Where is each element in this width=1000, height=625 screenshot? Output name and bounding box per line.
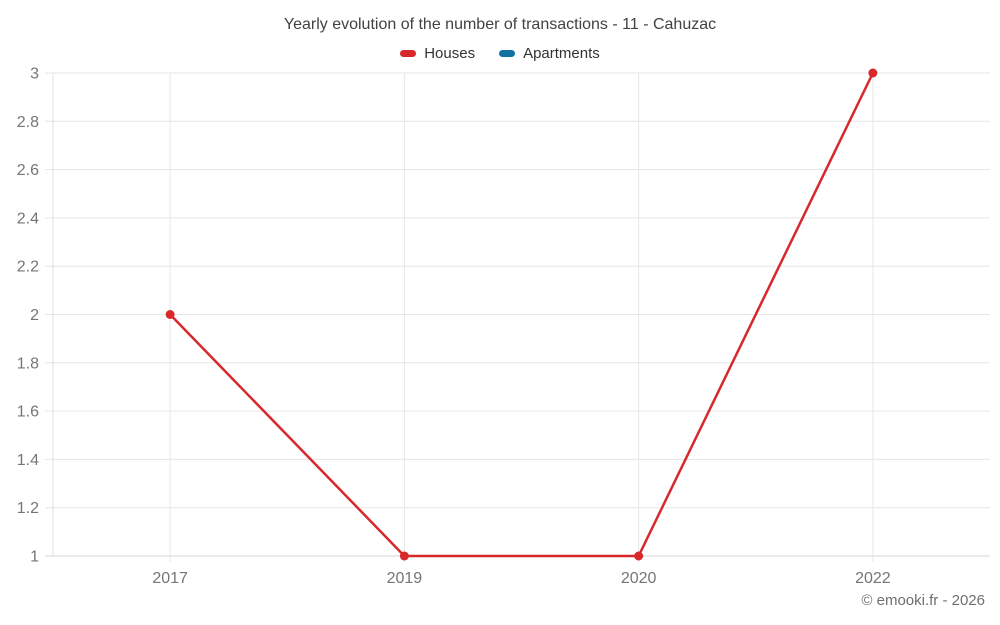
- x-axis-tick-label: 2022: [855, 570, 891, 587]
- y-axis-tick-label: 3: [30, 66, 39, 83]
- x-axis-tick-label: 2019: [387, 570, 423, 587]
- houses-series-line: [168, 71, 875, 558]
- houses-series-swatch: [400, 50, 417, 57]
- y-axis-tick-label: 1.2: [17, 500, 39, 517]
- legend-label-apartments: Apartments: [523, 45, 600, 62]
- legend-item-houses[interactable]: Houses: [400, 45, 475, 62]
- legend-label-houses: Houses: [424, 45, 476, 62]
- x-axis-tick-label: 2017: [152, 570, 188, 587]
- attribution: © emooki.fr - 2026: [861, 592, 985, 609]
- y-axis-tick-label: 1.8: [17, 355, 39, 372]
- legend: Houses Apartments: [0, 45, 1000, 62]
- chart-title: Yearly evolution of the number of transa…: [283, 16, 717, 33]
- houses-point-2022: [868, 68, 878, 78]
- y-axis-tick-label: 2.6: [17, 162, 39, 179]
- houses-point-2020: [634, 551, 644, 561]
- houses-point-2017: [165, 310, 175, 319]
- y-axis-tick-label: 2.2: [17, 259, 39, 276]
- y-axis-tick-label: 2.4: [17, 210, 39, 227]
- legend-item-apartments[interactable]: Apartments: [499, 45, 600, 62]
- y-axis-tick-label: 1.4: [17, 452, 39, 469]
- x-axis-tick-label: 2020: [621, 570, 657, 587]
- y-axis-tick-label: 2: [30, 307, 39, 324]
- y-axis-tick-label: 2.8: [17, 114, 39, 131]
- apartments-series-swatch: [499, 50, 516, 57]
- y-axis-tick-label: 1.6: [17, 404, 39, 421]
- y-axis-tick-label: 1: [30, 549, 39, 566]
- houses-point-2019: [399, 551, 409, 561]
